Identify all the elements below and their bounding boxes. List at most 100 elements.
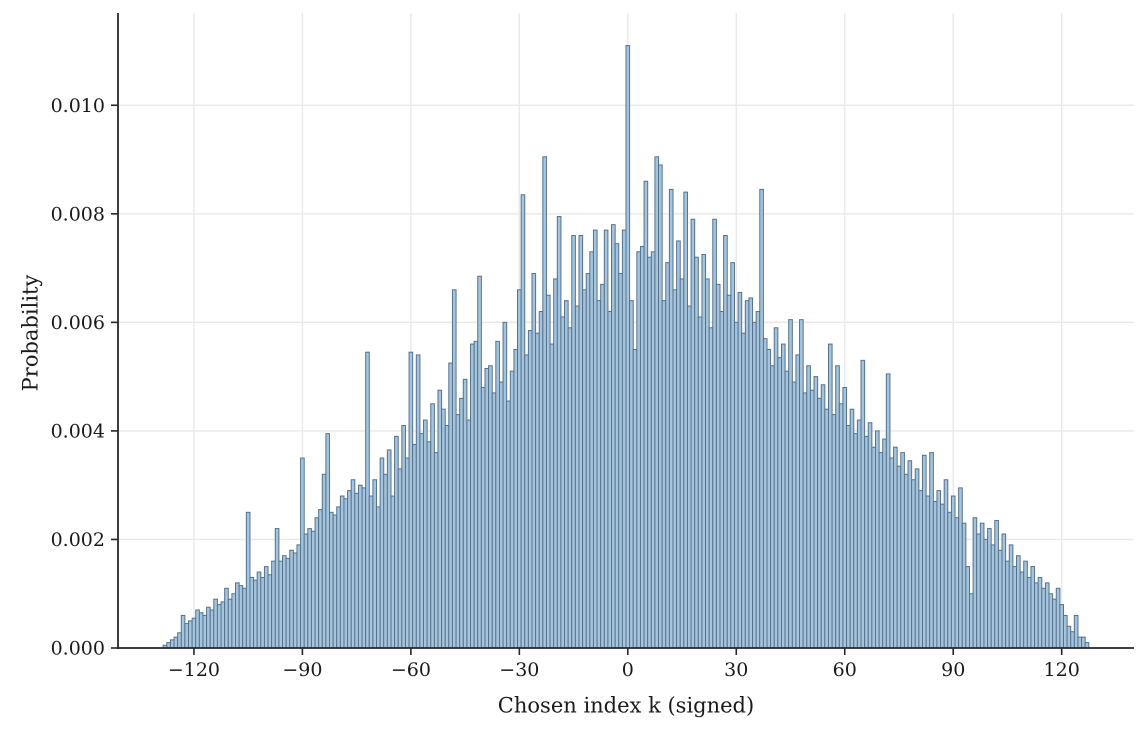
- histogram-bar: [191, 617, 197, 649]
- histogram-bar: [231, 593, 237, 649]
- histogram-bar: [968, 593, 974, 649]
- histogram-bar: [433, 452, 439, 649]
- histogram-bar: [365, 351, 370, 649]
- x-axis-label: Chosen index k (signed): [497, 693, 755, 718]
- histogram-bar: [976, 533, 981, 649]
- y-tick-label: 0.006: [51, 312, 105, 334]
- histogram-bar: [903, 473, 909, 649]
- histogram-bar: [372, 479, 378, 649]
- histogram-bar: [300, 457, 305, 649]
- histogram-bar: [263, 566, 269, 649]
- histogram-bar: [376, 506, 381, 649]
- histogram-bar: [947, 511, 952, 649]
- histogram-bar: [545, 294, 551, 649]
- histogram-bar: [592, 229, 598, 649]
- histogram-bar: [567, 327, 573, 649]
- histogram-bar: [260, 576, 265, 649]
- histogram-bar: [650, 251, 656, 649]
- histogram-bar: [423, 419, 428, 649]
- histogram-bar: [256, 571, 262, 649]
- histogram-bar: [1073, 614, 1079, 649]
- histogram-bar: [278, 560, 284, 649]
- histogram-bar: [1012, 566, 1017, 649]
- histogram-bar: [480, 386, 486, 649]
- histogram-bar: [777, 357, 782, 649]
- histogram-bar: [1001, 533, 1007, 649]
- histogram-bar: [835, 365, 840, 649]
- x-tick-label: −90: [282, 659, 322, 681]
- histogram-bar: [690, 218, 696, 649]
- histogram-bar: [437, 389, 443, 649]
- histogram-bar: [488, 365, 493, 649]
- histogram-bar: [310, 530, 316, 649]
- histogram-bar: [737, 292, 743, 649]
- histogram-bar: [531, 273, 537, 649]
- x-tick-label: −120: [168, 659, 220, 681]
- histogram-bar: [368, 495, 374, 649]
- histogram-bar: [209, 609, 215, 649]
- histogram-bar: [654, 156, 660, 649]
- histogram-bar: [979, 522, 985, 649]
- histogram-bar: [1066, 625, 1072, 649]
- histogram-bar: [701, 254, 707, 649]
- histogram-bar: [582, 289, 587, 649]
- histogram-bar: [954, 517, 960, 649]
- histogram-bar: [314, 517, 320, 649]
- x-tick-label: −60: [391, 659, 431, 681]
- x-tick-label: 90: [941, 659, 965, 681]
- histogram-bar: [958, 487, 963, 649]
- histogram-bar: [412, 443, 417, 649]
- histogram-bar: [198, 612, 204, 649]
- histogram-bar: [791, 381, 797, 649]
- histogram-bar: [697, 316, 703, 649]
- histogram-bar: [455, 414, 461, 649]
- histogram-bar: [990, 544, 996, 649]
- histogram-bar: [216, 604, 222, 649]
- histogram-bar: [1037, 576, 1043, 649]
- histogram-bar: [668, 188, 674, 649]
- histogram-bar: [206, 606, 211, 649]
- histogram-bar: [307, 528, 312, 649]
- histogram-bar: [556, 216, 562, 649]
- histogram-bar: [929, 452, 934, 649]
- histogram-bar: [686, 305, 692, 649]
- histogram-bar: [806, 365, 811, 649]
- histogram-bar: [1019, 571, 1025, 649]
- histogram-bar: [386, 449, 392, 649]
- histogram-bar: [498, 381, 504, 649]
- histogram-bar: [1059, 604, 1064, 649]
- y-tick-label: 0.000: [51, 638, 105, 660]
- histogram-bar: [1008, 544, 1014, 649]
- histogram-bar: [636, 251, 641, 649]
- histogram-bar: [871, 446, 876, 649]
- histogram-bar: [600, 283, 605, 649]
- histogram-bar: [184, 623, 190, 649]
- histogram-bar: [1062, 614, 1068, 649]
- histogram-bar: [799, 319, 804, 649]
- histogram-bar: [289, 549, 294, 649]
- histogram-bar: [585, 273, 591, 649]
- histogram-bar: [932, 500, 938, 649]
- histogram-bar: [542, 156, 547, 649]
- histogram-bar: [459, 397, 464, 649]
- histogram-bar: [900, 452, 905, 649]
- y-axis-label: Probability: [18, 274, 43, 392]
- histogram-bar: [961, 522, 967, 649]
- histogram-bar: [741, 332, 746, 649]
- histogram-bar: [940, 503, 945, 649]
- histogram-bar: [603, 229, 609, 649]
- histogram-bar: [770, 365, 775, 649]
- histogram-bar: [733, 321, 739, 649]
- histogram-bar: [318, 509, 323, 649]
- histogram-bar: [864, 435, 869, 649]
- x-tick-label: 120: [1044, 659, 1080, 681]
- histogram-bar: [773, 327, 779, 649]
- histogram-bar: [878, 452, 884, 649]
- histogram-bar: [715, 283, 721, 649]
- histogram-bar: [658, 164, 663, 649]
- histogram-bar: [748, 297, 754, 649]
- histogram-bar: [404, 457, 410, 649]
- histogram-bar: [354, 492, 359, 649]
- histogram-bar: [882, 438, 887, 649]
- histogram-bar: [925, 495, 931, 649]
